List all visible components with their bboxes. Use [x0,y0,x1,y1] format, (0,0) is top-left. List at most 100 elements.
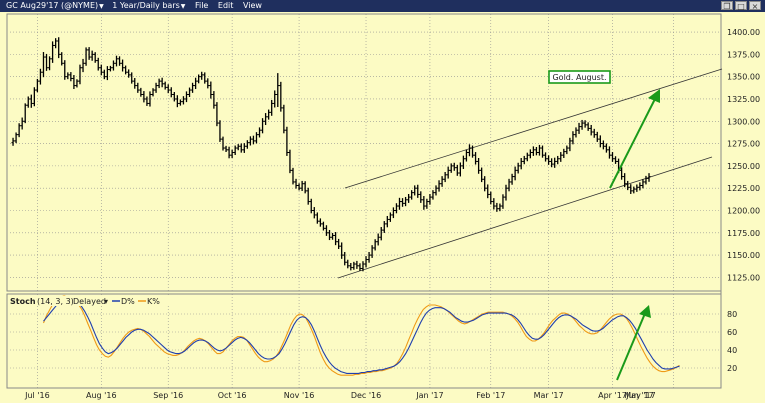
ohlc-bar [483,176,487,192]
ohlc-bar [309,198,313,214]
ohlc-bar [306,187,310,205]
ohlc-bar [528,149,532,159]
stoch-d-line [43,297,680,374]
window-restore-icon[interactable]: ❐ [721,1,733,11]
ohlc-bar [254,132,259,144]
ohlc-bar [51,41,55,63]
ohlc-bar [117,56,122,66]
green-arrow-price [609,89,660,189]
ohlc-bar [181,96,186,105]
ohlc-bar [93,52,97,63]
menu-edit[interactable]: Edit [217,1,234,10]
ohlc-bar [32,87,36,107]
ohlc-bar [224,145,228,153]
ohlc-bar [455,164,459,176]
x-tick-label: Oct '16 [218,391,247,400]
x-tick-label: Jun '17 [625,391,653,400]
ohlc-bar [413,185,417,196]
ohlc-bar [346,259,350,269]
ohlc-bar [470,145,475,158]
ohlc-bar [632,186,636,194]
ohlc-bar [480,167,484,183]
period-selector[interactable]: 1 Year/Daily bars▼ [112,1,186,10]
ohlc-bar [431,190,435,200]
ohlc-bar [613,156,618,164]
ohlc-bar [501,194,505,209]
ohlc-bar [607,146,612,159]
channel-upper-line [344,68,723,189]
ohlc-bar [248,136,252,146]
ohlc-bar [127,69,131,78]
annotation-text: Gold. August. [552,73,606,82]
ohlc-bar [282,104,286,134]
ohlc-bar [419,191,423,203]
ohlc-bar [160,77,164,88]
ohlc-bar [382,221,386,233]
stoch-tick-label: 80 [727,310,737,319]
ohlc-bar [312,207,316,219]
ohlc-bar [194,77,198,90]
x-axis: Jul '16 Aug '16 Sep '16 Oct '16 Nov '16 Dec '… [24,391,656,400]
ohlc-bar [556,155,560,165]
ohlc-bar [26,96,30,108]
menu-view[interactable]: View [242,1,262,10]
legend-d: D% [121,297,135,306]
ohlc-bar [349,262,353,271]
menu-file[interactable]: File [194,1,209,10]
ohlc-bar [172,92,176,102]
ohlc-bar [38,68,43,85]
ohlc-bar [452,162,456,171]
stoch-delayed-label: Delayed [73,297,106,306]
ohlc-bar [492,198,496,210]
ohlc-bar [84,47,88,66]
ohlc-bar [586,122,590,131]
ohlc-bar [473,152,478,165]
x-tick-label: Apr '17 [598,391,627,400]
ohlc-bar [571,131,575,145]
ohlc-bar [206,78,210,89]
x-tick-label: Nov '16 [284,391,315,400]
stoch-title: Stoch [10,297,36,306]
x-tick-label: Jan '17 [415,391,443,400]
ohlc-bar [87,47,91,60]
ohlc-bar [251,135,256,145]
price-bars [11,37,651,272]
price-tick-label: 1125.00 [727,273,760,282]
ohlc-bar [580,119,584,130]
window-maximize-icon[interactable]: □ [735,1,747,11]
ohlc-bar [592,128,596,138]
dropdown-icon[interactable]: ▾ [104,297,108,306]
ohlc-bar [297,183,301,191]
ohlc-bar [507,178,511,192]
x-tick-label: Dec '16 [351,391,381,400]
x-tick-label: Feb '17 [476,391,505,400]
price-y-axis: 1125.00 1150.00 1175.00 1200.00 1225.00 1250.… [727,28,760,282]
ohlc-bar [489,191,493,205]
ohlc-bar [318,218,322,227]
ohlc-bar [23,103,27,124]
ohlc-bar [35,78,39,93]
ohlc-bar [133,78,137,89]
ohlc-bar [41,52,46,78]
symbol-selector[interactable]: GC Aug29'17 (@NYME)▼ [6,1,104,10]
ohlc-bar [124,65,128,75]
stoch-params: (14, 3, 3) [37,297,74,306]
ohlc-bar [333,232,338,246]
ohlc-bar [373,239,377,251]
ohlc-bar [446,166,450,179]
price-tick-label: 1350.00 [727,73,760,82]
ohlc-bar [422,196,426,210]
x-tick-label: May '17 [624,391,655,400]
ohlc-bar [239,143,243,153]
ohlc-bar [540,145,545,158]
ohlc-bar [644,175,648,185]
ohlc-bar [230,149,234,158]
price-tick-label: 1250.00 [727,162,760,171]
ohlc-bar [257,127,262,138]
ohlc-bar [403,196,408,207]
ohlc-bar [130,72,134,84]
price-tick-label: 1300.00 [727,117,760,126]
ohlc-bar [291,167,295,185]
window-close-icon[interactable]: × [749,1,761,11]
